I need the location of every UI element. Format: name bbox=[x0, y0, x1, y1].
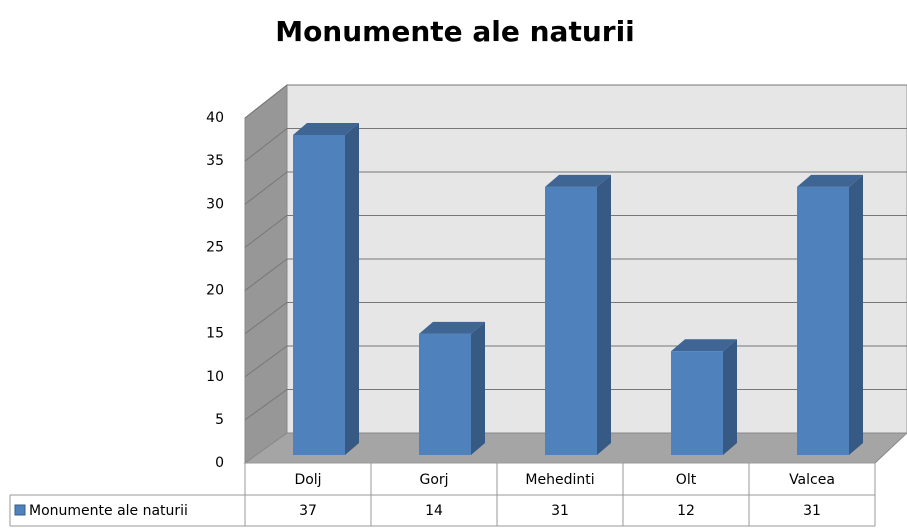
grid-line bbox=[244, 258, 907, 291]
bar bbox=[671, 339, 737, 455]
bar-top bbox=[797, 174, 863, 187]
bar bbox=[419, 321, 485, 455]
grid-line bbox=[244, 215, 907, 248]
table-value: 31 bbox=[551, 503, 569, 519]
y-tick-label: 35 bbox=[206, 153, 224, 169]
table-value: 14 bbox=[425, 503, 443, 519]
bar-side bbox=[597, 174, 611, 455]
y-tick-label: 15 bbox=[206, 326, 224, 342]
table-value: 37 bbox=[299, 503, 317, 519]
bar-front bbox=[671, 351, 723, 455]
y-tick-label: 0 bbox=[215, 455, 224, 471]
bar-side bbox=[471, 321, 485, 455]
grid-line bbox=[244, 84, 907, 119]
x-tick-label: Mehedinti bbox=[525, 472, 594, 488]
legend-label: Monumente ale naturii bbox=[29, 503, 188, 519]
legend-key bbox=[14, 504, 26, 516]
x-tick-label: Valcea bbox=[789, 472, 835, 488]
y-tick-label: 40 bbox=[206, 110, 224, 126]
bar bbox=[797, 174, 863, 455]
y-tick-label: 5 bbox=[215, 412, 224, 428]
side-wall bbox=[244, 83, 288, 464]
x-tick-label: Gorj bbox=[419, 472, 448, 488]
y-tick-label: 25 bbox=[206, 239, 224, 255]
x-tick-label: Olt bbox=[676, 472, 697, 488]
bar-front bbox=[545, 186, 597, 455]
x-tick-label: Dolj bbox=[294, 472, 321, 488]
bar-front bbox=[419, 333, 471, 455]
bar-front bbox=[797, 186, 849, 455]
bar bbox=[545, 174, 611, 455]
bar-top bbox=[671, 339, 737, 352]
grid-line bbox=[244, 128, 907, 162]
grid-line bbox=[244, 171, 907, 205]
y-tick-label: 20 bbox=[206, 283, 224, 299]
bar-top bbox=[545, 174, 611, 187]
table-value: 31 bbox=[803, 503, 821, 519]
y-tick-label: 10 bbox=[206, 369, 224, 385]
bar-side bbox=[345, 122, 359, 455]
bar-top bbox=[293, 122, 359, 135]
chart-title: Monumente ale naturii bbox=[275, 15, 635, 48]
bar-front bbox=[293, 134, 345, 455]
y-tick-label: 30 bbox=[206, 196, 224, 212]
table-value: 12 bbox=[677, 503, 695, 519]
bar-side bbox=[849, 174, 863, 455]
bar bbox=[293, 122, 359, 455]
bar-top bbox=[419, 321, 485, 334]
grid-line bbox=[244, 302, 907, 335]
bar-side bbox=[723, 339, 737, 455]
